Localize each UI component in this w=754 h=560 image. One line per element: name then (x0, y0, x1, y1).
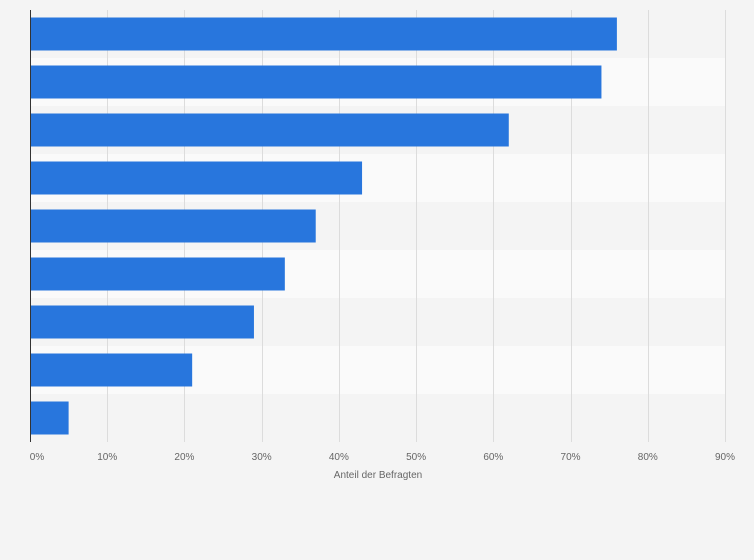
bar[interactable] (30, 17, 617, 51)
bar[interactable] (30, 113, 509, 147)
x-tick-label: 50% (406, 452, 426, 463)
x-tick-label: 40% (329, 452, 349, 463)
x-tick-label: 30% (252, 452, 272, 463)
x-tick-label: 0% (30, 452, 45, 463)
bar[interactable] (30, 209, 316, 243)
bars (30, 17, 617, 435)
bar[interactable] (30, 65, 602, 99)
x-tick-label: 10% (97, 452, 117, 463)
x-tick-label: 60% (483, 452, 503, 463)
x-tick-label: 80% (638, 452, 658, 463)
x-tick-label: 90% (715, 452, 735, 463)
x-tick-labels: 0% 10% 20% 30% 40% 50% 60% 70% 80% 90% (30, 452, 735, 463)
x-axis-title: Anteil der Befragten (334, 470, 422, 481)
bar[interactable] (30, 353, 193, 387)
bar[interactable] (30, 305, 254, 339)
x-tick-label: 70% (561, 452, 581, 463)
bar[interactable] (30, 257, 285, 291)
x-tick-label: 20% (174, 452, 194, 463)
bar[interactable] (30, 401, 69, 435)
row-band (30, 394, 725, 442)
bar[interactable] (30, 161, 363, 195)
